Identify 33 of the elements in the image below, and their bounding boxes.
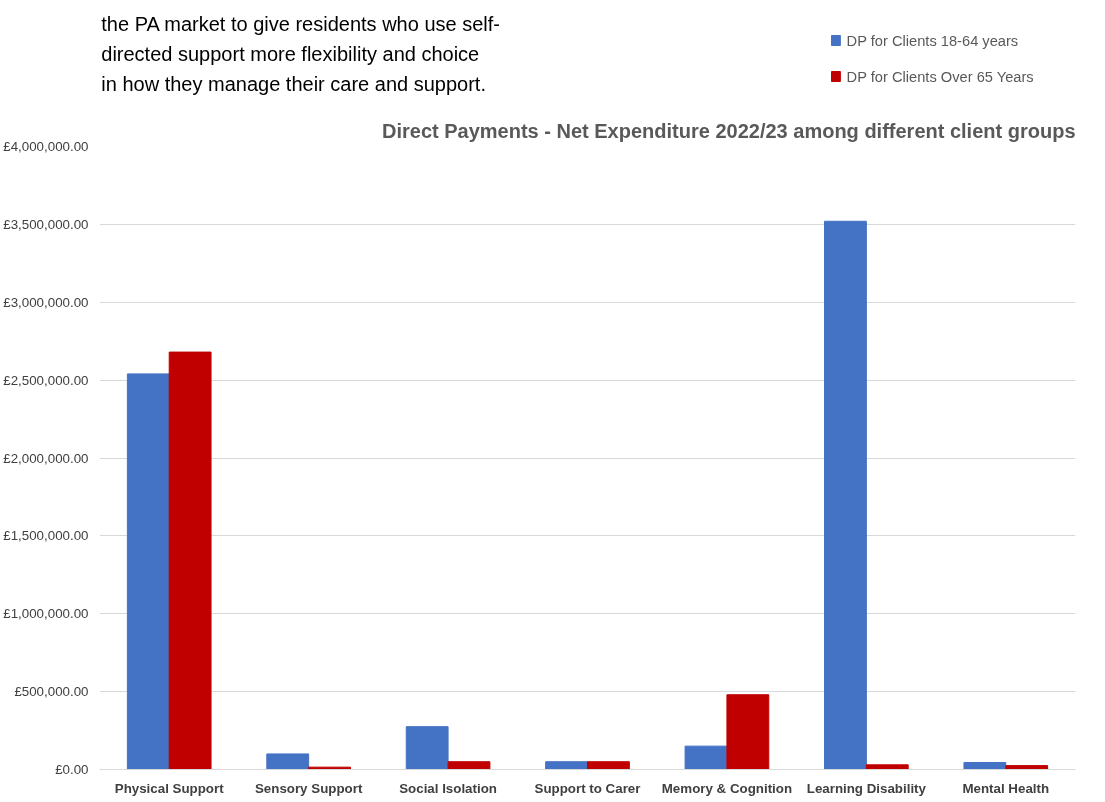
bar [587,761,630,770]
legend-label: DP for Clients Over 65 Years [846,68,1034,85]
x-tick-label: Physical Support [114,780,225,796]
x-tick-label: Mental Health [962,780,1050,796]
bar [726,694,770,770]
bar [266,753,310,770]
x-tick-label: Social Isolation [399,780,497,796]
chart-title: Direct Payments - Net Expenditure 2022/23 among different client groups [381,119,1076,142]
y-tick-label: £0.00 [55,762,89,777]
y-tick-label: £4,000,000.00 [3,139,89,154]
x-tick-label: Learning Disability [806,780,927,796]
bar [865,764,909,770]
y-tick-label: £1,500,000.00 [3,528,89,544]
bar [684,745,728,770]
bar [824,220,867,770]
y-tick-label: £500,000.00 [14,684,89,700]
x-tick-label: Sensory Support [254,780,363,796]
bar [405,726,449,770]
bar [963,761,1007,770]
y-tick-label: £1,000,000.00 [3,606,89,622]
text: the PA market to give residents who use self-directed support more flexibility and choice in how they manage their care and support. [101,12,500,95]
bar [1005,765,1049,770]
x-tick-label: Memory & Cognition [661,780,793,796]
y-tick-label: £3,000,000.00 [3,294,89,310]
bar [168,351,212,770]
y-tick-label: £3,500,000.00 [3,216,89,232]
x-tick-label: Support to Carer [534,780,641,796]
bar [545,761,588,770]
y-tick-label: £2,000,000.00 [3,450,89,466]
y-tick-label: £2,500,000.00 [3,372,89,388]
bar [447,761,491,770]
legend-label: DP for Clients 18-64 years [846,32,1019,49]
bar [126,373,170,770]
